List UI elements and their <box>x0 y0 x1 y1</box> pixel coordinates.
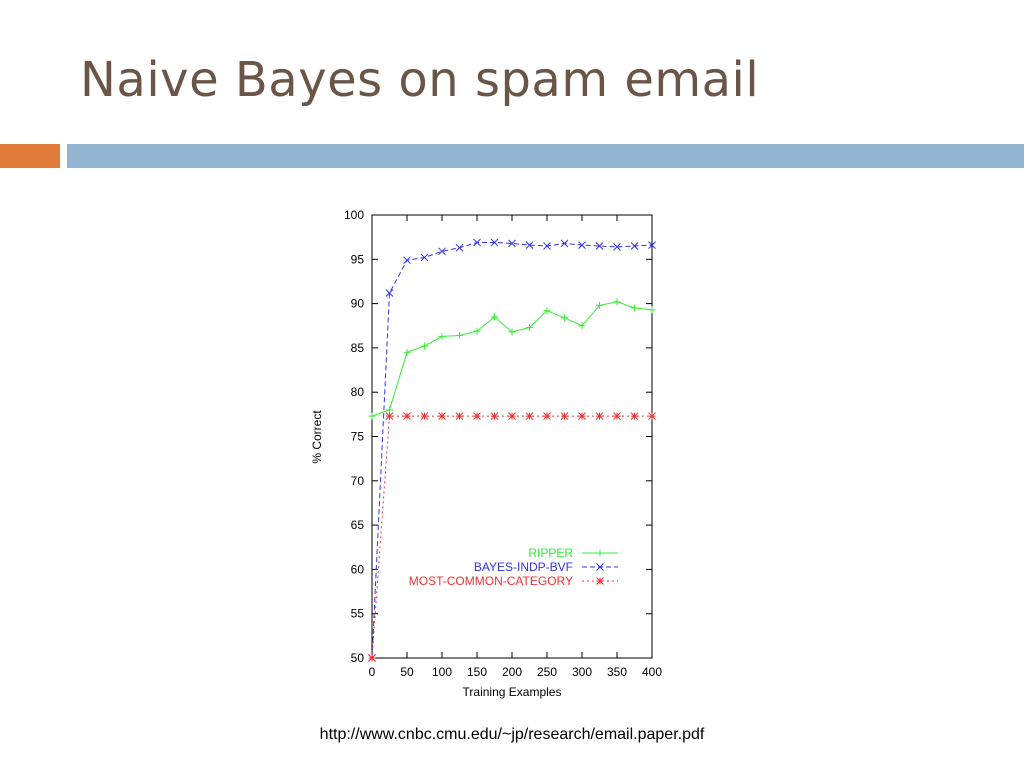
x-tick-label: 150 <box>467 665 487 679</box>
series-line <box>371 242 653 659</box>
data-point <box>438 332 446 340</box>
data-point <box>596 301 603 309</box>
data-point <box>491 313 498 321</box>
series-line <box>371 415 652 659</box>
y-tick-label: 75 <box>351 430 365 444</box>
y-tick-label: 85 <box>351 341 365 355</box>
x-tick-label: 400 <box>642 665 662 679</box>
data-point <box>596 577 604 585</box>
data-point <box>420 412 429 420</box>
data-point <box>613 243 621 251</box>
data-point <box>421 342 428 350</box>
data-point <box>560 239 569 248</box>
data-point <box>456 331 463 339</box>
data-point <box>525 412 534 420</box>
y-tick-label: 60 <box>351 562 365 576</box>
data-point <box>368 412 376 420</box>
x-tick-label: 200 <box>502 665 522 679</box>
data-point <box>438 247 446 256</box>
data-point <box>403 348 411 356</box>
legend-label: BAYES-INDP-BVF <box>474 560 573 574</box>
data-point <box>613 412 621 420</box>
data-point <box>543 307 551 315</box>
data-point <box>508 239 516 248</box>
data-point <box>403 256 411 265</box>
data-point <box>385 289 394 297</box>
axes-layer: 0 50 100 150 200 250 300 350 400 50 55 60 65 70 75 80 85… <box>344 208 662 679</box>
source-url[interactable]: http://www.cnbc.cmu.edu/~jp/research/ema… <box>319 726 705 743</box>
data-point <box>473 412 481 420</box>
y-tick-label: 95 <box>351 252 365 266</box>
data-point <box>473 238 481 247</box>
x-tick-label: 0 <box>369 665 376 679</box>
data-point <box>508 412 516 420</box>
data-point <box>613 298 621 306</box>
data-point <box>525 241 534 249</box>
data-point <box>490 238 499 247</box>
data-point <box>508 328 516 336</box>
y-tick-label: 80 <box>351 385 365 399</box>
data-point <box>438 412 446 420</box>
y-tick-label: 90 <box>351 297 365 311</box>
x-tick-label: 50 <box>400 665 414 679</box>
x-tick-label: 100 <box>432 665 452 679</box>
x-axis-title: Training Examples <box>463 685 562 699</box>
legend-label: MOST-COMMON-CATEGORY <box>409 574 573 588</box>
series-most-common-category <box>368 412 656 662</box>
accent-bar-orange <box>0 144 60 168</box>
data-point <box>560 412 569 420</box>
series-line <box>371 301 653 417</box>
x-tick-label: 300 <box>572 665 592 679</box>
data-point <box>631 304 638 312</box>
data-point <box>595 412 604 420</box>
data-point <box>648 306 656 314</box>
data-point <box>596 563 604 571</box>
line-chart: 0 50 100 150 200 250 300 350 400 50 55 60 65 70 75 80 85… <box>310 208 662 699</box>
plot-area <box>371 214 653 659</box>
data-point <box>596 549 604 557</box>
data-point <box>420 253 429 262</box>
data-point <box>648 412 656 420</box>
data-point <box>386 406 393 414</box>
y-tick-label: 55 <box>351 607 365 621</box>
y-tick-label: 100 <box>344 208 364 222</box>
x-tick-label: 250 <box>537 665 557 679</box>
data-point <box>455 243 464 252</box>
data-point <box>578 322 586 330</box>
data-point <box>630 242 639 250</box>
x-tick-label: 350 <box>607 665 627 679</box>
data-point <box>526 324 533 332</box>
data-point <box>648 241 656 249</box>
data-point <box>543 242 551 250</box>
series-layer <box>368 238 656 662</box>
series-ripper <box>368 298 656 420</box>
accent-bar-blue <box>67 144 1024 168</box>
data-point <box>368 654 376 662</box>
slide-title: Naive Bayes on spam email <box>80 52 760 108</box>
data-point <box>578 241 586 249</box>
data-point <box>578 412 586 420</box>
data-point <box>543 412 551 420</box>
data-point <box>561 314 568 322</box>
data-point <box>490 412 499 420</box>
data-point <box>473 327 481 335</box>
data-point <box>595 242 604 250</box>
legend-label: RIPPER <box>528 546 573 560</box>
data-point <box>455 412 464 420</box>
data-point <box>385 412 394 420</box>
y-tick-label: 65 <box>351 518 365 532</box>
y-axis-title: % Correct <box>310 410 324 464</box>
y-tick-label: 70 <box>351 474 365 488</box>
y-tick-label: 50 <box>351 651 365 665</box>
data-point <box>630 412 639 420</box>
data-point <box>403 412 411 420</box>
